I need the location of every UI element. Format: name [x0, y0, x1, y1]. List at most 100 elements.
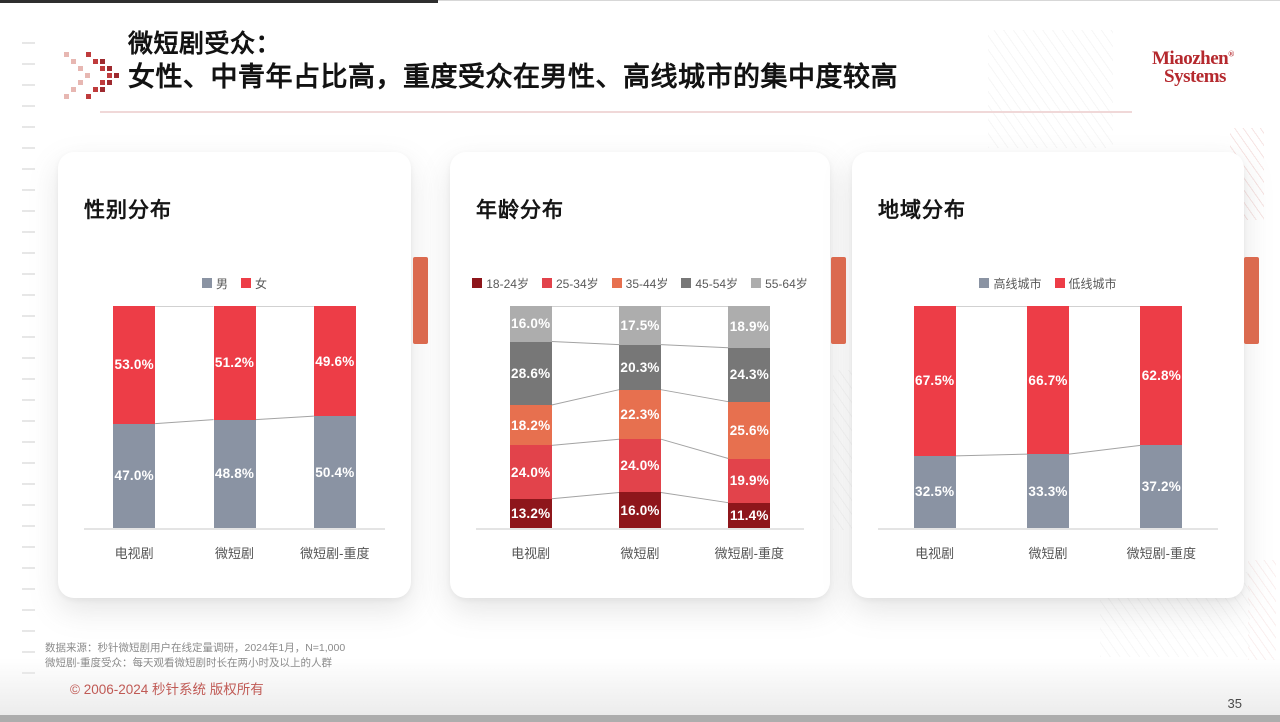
- category-label: 微短剧: [620, 546, 660, 561]
- bar-segment: 32.5%: [913, 455, 956, 528]
- bar-segment: 22.3%: [619, 389, 661, 440]
- bar-segment: 16.0%: [619, 492, 661, 528]
- chart-category-axis: 电视剧 微短剧 微短剧-重度: [84, 536, 385, 564]
- bar-value-label: 24.3%: [729, 367, 769, 383]
- bar-segment: 33.3%: [1027, 454, 1069, 528]
- bar-segment: 25.6%: [728, 401, 771, 459]
- region-distribution-card: 地域分布 高线城市 低线城市 32.5% 67.5% 33.3% 66.7% 37.2% 6…: [852, 152, 1244, 598]
- bar-value-label: 22.3%: [620, 406, 660, 422]
- legend-item: 55-64岁: [751, 275, 808, 292]
- gender-distribution-card: 性别分布 男女 47.0% 53.0% 48.8% 51.2% 50.4% 49.6% 电…: [58, 152, 411, 598]
- chart-title: 年龄分布: [476, 199, 564, 222]
- bar-segment: 53.0%: [113, 306, 156, 424]
- bar-value-label: 24.0%: [620, 458, 660, 474]
- title-line-1: 微短剧受众：: [128, 30, 282, 58]
- header-underline: [100, 111, 1132, 113]
- legend-item: 35-44岁: [611, 275, 669, 292]
- square-swatch-icon: [1054, 278, 1065, 288]
- category-label: 微短剧-重度: [714, 546, 784, 561]
- footer-fade-band: [0, 658, 1280, 715]
- chart-legend: 男女: [84, 275, 385, 292]
- bar-segment: 50.4%: [313, 416, 356, 528]
- bar-value-label: 62.8%: [1141, 368, 1181, 384]
- chart-title: 地域分布: [878, 199, 966, 222]
- bar-value-label: 18.9%: [729, 319, 769, 335]
- square-swatch-icon: [241, 278, 251, 288]
- hatch-decoration: [1248, 560, 1276, 660]
- bar-segment: 24.3%: [728, 347, 771, 402]
- legend-label: 35-44岁: [625, 276, 669, 291]
- category-label: 电视剧: [114, 546, 154, 561]
- registered-mark-icon: ®: [1228, 49, 1234, 59]
- bar-segment: 19.9%: [728, 458, 771, 503]
- square-swatch-icon: [201, 278, 212, 288]
- brand-logo: Miaozhen® Systems: [1152, 49, 1262, 88]
- bar-segment: 17.5%: [619, 305, 661, 345]
- bar-value-label: 51.2%: [214, 355, 255, 371]
- bar-segment: 20.3%: [619, 344, 661, 390]
- legend-item: 45-54岁: [681, 275, 738, 292]
- square-swatch-icon: [541, 278, 552, 288]
- bar-segment: 66.7%: [1027, 306, 1069, 455]
- legend-label: 男: [215, 276, 228, 291]
- bar-segment: 37.2%: [1140, 445, 1183, 528]
- category-label: 微短剧: [214, 546, 255, 561]
- bar-value-label: 33.3%: [1028, 483, 1068, 499]
- bar-value-label: 28.6%: [511, 365, 551, 381]
- bar-value-label: 20.3%: [620, 359, 660, 375]
- copyright-text: © 2006-2024 秒针系统 版权所有: [70, 682, 264, 697]
- legend-item: 女: [241, 275, 267, 292]
- left-dash-decoration: [22, 42, 35, 690]
- bar-value-label: 11.4%: [730, 507, 769, 523]
- accent-tab: [831, 257, 846, 344]
- bar-segment: 28.6%: [509, 341, 552, 406]
- accent-tab: [413, 257, 428, 344]
- square-swatch-icon: [472, 278, 483, 288]
- bar-value-label: 19.9%: [729, 473, 769, 489]
- footnote-definition: 微短剧-重度受众：每天观看微短剧时长在两小时及以上的人群: [45, 657, 332, 670]
- chart-category-axis: 电视剧 微短剧 微短剧-重度: [476, 536, 804, 564]
- chart-category-axis: 电视剧 微短剧 微短剧-重度: [878, 536, 1218, 564]
- chart-plot-area: 32.5% 67.5% 33.3% 66.7% 37.2% 62.8%: [878, 306, 1218, 530]
- bar-segment: 47.0%: [113, 423, 156, 528]
- legend-item: 18-24岁: [472, 275, 529, 292]
- chart-legend: 18-24岁 25-34岁 35-44岁 45-54岁 55-64岁: [472, 275, 808, 292]
- bar-segment: 49.6%: [313, 306, 356, 417]
- bar-segment: 11.4%: [728, 502, 771, 528]
- footnote-source: 数据来源：秒针微短剧用户在线定量调研，2024年1月，N=1,000: [45, 642, 346, 654]
- bar-value-label: 24.0%: [511, 464, 551, 480]
- bar-value-label: 13.2%: [511, 505, 551, 521]
- age-distribution-card: 年龄分布 18-24岁 25-34岁 35-44岁 45-54岁 55-64岁 13.2…: [450, 152, 830, 598]
- bar-segment: 18.2%: [509, 405, 552, 446]
- chevron-dots-icon: [64, 52, 122, 111]
- bar-value-label: 37.2%: [1141, 479, 1181, 495]
- bar-segment: 18.9%: [728, 305, 771, 348]
- title-line-2: 女性、中青年占比高，重度受众在男性、高线城市的集中度较高: [128, 61, 898, 92]
- bar-value-label: 53.0%: [114, 357, 154, 373]
- category-label: 电视剧: [915, 546, 955, 561]
- bar-value-label: 16.0%: [620, 502, 660, 518]
- bar-segment: 13.2%: [509, 498, 552, 528]
- bar-value-label: 67.5%: [915, 373, 955, 389]
- bar-value-label: 17.5%: [620, 317, 660, 333]
- bar-value-label: 32.5%: [915, 484, 955, 500]
- legend-label: 55-64岁: [765, 276, 808, 291]
- chart-legend: 高线城市 低线城市: [878, 276, 1218, 291]
- brand-name-line2: Systems: [1164, 66, 1226, 88]
- legend-item: 男: [201, 275, 228, 292]
- hatch-decoration: [988, 30, 1113, 148]
- legend-label: 高线城市: [993, 276, 1042, 291]
- bar-segment: 16.0%: [509, 306, 552, 342]
- chart-plot-area: 47.0% 53.0% 48.8% 51.2% 50.4% 49.6%: [84, 306, 385, 530]
- bar-segment: 24.0%: [509, 445, 552, 499]
- legend-item: 25-34岁: [541, 275, 599, 292]
- bottom-edge-bar: [0, 715, 1280, 722]
- legend-label: 18-24岁: [486, 276, 529, 291]
- bar-value-label: 50.4%: [315, 464, 355, 480]
- bar-segment: 24.0%: [619, 439, 661, 493]
- bar-value-label: 66.7%: [1028, 372, 1068, 388]
- chart-title: 性别分布: [84, 199, 172, 222]
- category-label: 电视剧: [511, 546, 551, 561]
- bar-segment: 62.8%: [1140, 306, 1183, 446]
